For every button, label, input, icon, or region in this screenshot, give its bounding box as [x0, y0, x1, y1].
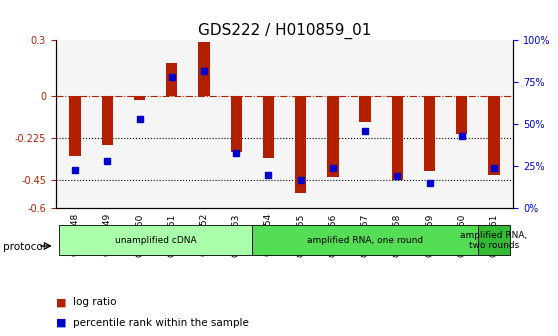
FancyBboxPatch shape — [252, 225, 478, 255]
Bar — [295, 96, 306, 194]
Text: ■: ■ — [56, 318, 66, 328]
Text: protocol: protocol — [3, 242, 46, 252]
Bar — [199, 42, 210, 96]
Bar — [70, 96, 81, 156]
Text: percentile rank within the sample: percentile rank within the sample — [73, 318, 248, 328]
Bar — [102, 96, 113, 145]
FancyBboxPatch shape — [478, 225, 510, 255]
Bar — [456, 96, 468, 134]
Bar — [328, 96, 339, 177]
Text: amplified RNA, one round: amplified RNA, one round — [307, 236, 423, 245]
Bar — [166, 63, 177, 96]
Text: amplified RNA,
two rounds: amplified RNA, two rounds — [460, 230, 528, 250]
Bar — [134, 96, 145, 100]
Text: unamplified cDNA: unamplified cDNA — [115, 236, 196, 245]
Bar — [424, 96, 435, 171]
Bar — [359, 96, 371, 122]
Bar — [230, 96, 242, 152]
Bar — [392, 96, 403, 180]
Title: GDS222 / H010859_01: GDS222 / H010859_01 — [198, 23, 371, 39]
Text: log ratio: log ratio — [73, 297, 116, 307]
FancyBboxPatch shape — [59, 225, 252, 255]
Bar — [488, 96, 499, 175]
Bar — [263, 96, 274, 158]
Text: ■: ■ — [56, 297, 66, 307]
